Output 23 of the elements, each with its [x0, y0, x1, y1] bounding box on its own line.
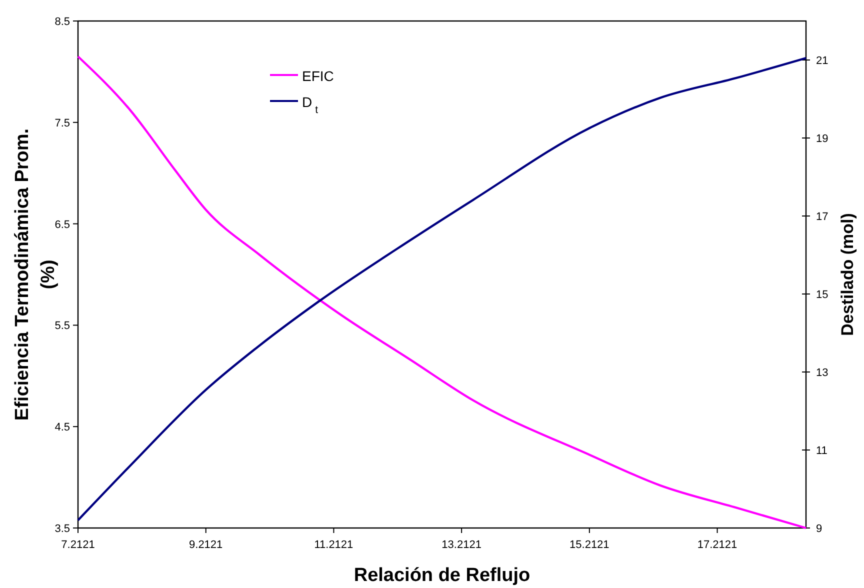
- y-tick-label: 5.5: [54, 320, 70, 332]
- y2-tick-label: 21: [816, 55, 828, 67]
- y2-tick-label: 17: [816, 211, 828, 223]
- x-tick-label: 15.2121: [570, 539, 610, 551]
- x-tick-label: 7.2121: [61, 539, 95, 551]
- legend-label: EFIC: [302, 68, 334, 84]
- x-axis-title: Relación de Reflujo: [354, 565, 530, 586]
- y-tick-label: 7.5: [54, 117, 70, 130]
- y2-tick-label: 11: [816, 445, 828, 457]
- y-tick-label: 8.5: [54, 16, 70, 28]
- y-tick-label: 3.5: [54, 523, 70, 535]
- y2-tick-label: 15: [816, 289, 828, 301]
- x-tick-label: 13.2121: [442, 539, 482, 551]
- legend-label: D$_{t}$: [302, 94, 318, 116]
- y-tick-label: 6.5: [54, 218, 70, 231]
- y2-axis-title: Destilado (mol): [838, 213, 857, 336]
- x-tick-label: 11.2121: [314, 539, 354, 551]
- y2-tick-label: 9: [816, 523, 822, 535]
- x-tick-label: 9.2121: [189, 539, 223, 551]
- x-tick-label: 17.2121: [697, 539, 738, 551]
- y2-tick-label: 13: [816, 367, 828, 379]
- y-tick-label: 4.5: [54, 422, 70, 434]
- y2-tick-label: 19: [816, 133, 828, 145]
